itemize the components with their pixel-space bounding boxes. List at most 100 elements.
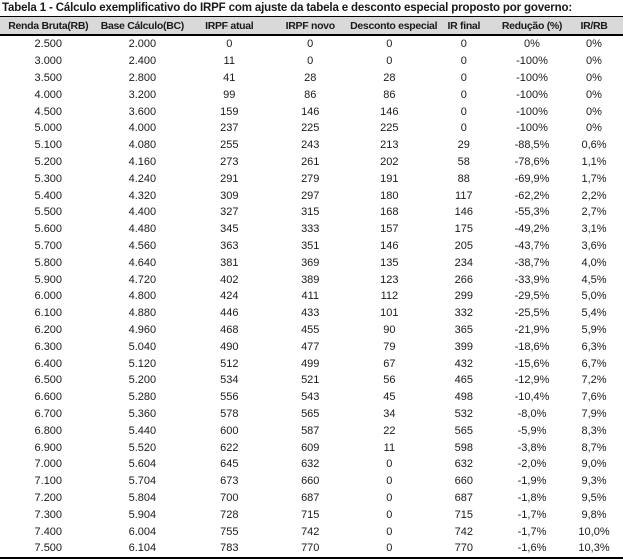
- table-cell: 556: [220, 391, 239, 404]
- table-cell: 86: [304, 88, 317, 101]
- table-cell: 9,3%: [581, 475, 607, 488]
- table-cell: 490: [220, 340, 239, 353]
- table-cell: -100%: [516, 105, 548, 118]
- table-cell: -100%: [516, 88, 548, 101]
- table-cell: 157: [380, 223, 399, 236]
- table-cell: 202: [380, 155, 399, 168]
- table-cell: 10,3%: [578, 542, 610, 555]
- table-row: 6.400 5.120 512 499 67 432 -15,6% 6,7%: [0, 355, 623, 372]
- column-header: IRPF novo: [270, 16, 351, 36]
- table-cell: 112: [380, 290, 399, 303]
- table-cell: 2,2%: [581, 189, 607, 202]
- table-cell: 0%: [586, 55, 602, 68]
- column-header: Renda Bruta(RB): [0, 16, 97, 36]
- table-cell: -1,7%: [517, 508, 547, 521]
- table-cell: 0%: [586, 105, 602, 118]
- table-cell: 7.100: [34, 475, 63, 488]
- table-cell: 88: [457, 172, 470, 185]
- table-cell: 742: [454, 525, 473, 538]
- table-cell: 499: [301, 357, 320, 370]
- table-cell: 465: [454, 374, 473, 387]
- table-cell: 399: [454, 340, 473, 353]
- table-row: 6.300 5.040 490 477 79 399 -18,6% 6,3%: [0, 338, 623, 355]
- table-row: 5.100 4.080 255 243 213 29 -88,5% 0,6%: [0, 137, 623, 154]
- table-cell: 5.800: [34, 256, 63, 269]
- table-row: 7.300 5.904 728 715 0 715 -1,7% 9,8%: [0, 506, 623, 523]
- table-cell: 41: [223, 71, 236, 84]
- table-cell: 660: [301, 475, 320, 488]
- table-cell: -29,5%: [514, 290, 550, 303]
- table-cell: 3,1%: [581, 223, 607, 236]
- table-cell: 7,2%: [581, 374, 607, 387]
- table-cell: 243: [301, 139, 320, 152]
- table-cell: 0: [460, 55, 467, 68]
- table-cell: -88,5%: [514, 139, 550, 152]
- table-cell: -8,0%: [517, 407, 547, 420]
- table-cell: 29: [457, 139, 470, 152]
- table-cell: 534: [220, 374, 239, 387]
- table-cell: 673: [220, 475, 239, 488]
- table-cell: 146: [380, 239, 399, 252]
- table-row: 7.500 6.104 783 770 0 770 -1,6% 10,3%: [0, 540, 623, 558]
- column-header: IR final: [428, 16, 499, 36]
- table-cell: 273: [220, 155, 239, 168]
- table-cell: 468: [220, 323, 239, 336]
- table-cell: 4.160: [128, 155, 157, 168]
- table-cell: 117: [455, 189, 473, 202]
- table-cell: 205: [454, 239, 473, 252]
- table-cell: 512: [220, 357, 239, 370]
- header-row: Renda Bruta(RB) Base Cálculo(BC) IRPF atua…: [0, 16, 623, 36]
- table-row: 6.000 4.800 424 411 112 299 -29,5% 5,0%: [0, 288, 623, 305]
- table-cell: 6.100: [34, 307, 63, 320]
- table-cell: 365: [454, 323, 473, 336]
- table-cell: -49,2%: [514, 223, 550, 236]
- table-row: 4.000 3.200 99 86 86 0 -100% 0%: [0, 86, 623, 103]
- table-cell: 660: [454, 475, 473, 488]
- table-cell: 86: [383, 88, 396, 101]
- table-cell: 5.280: [128, 391, 157, 404]
- table-cell: 333: [301, 223, 320, 236]
- table-cell: 8,7%: [581, 441, 607, 454]
- table-cell: 700: [220, 491, 239, 504]
- table-cell: 6.004: [128, 525, 157, 538]
- table-cell: 369: [301, 256, 320, 269]
- table-cell: 0: [386, 542, 393, 555]
- table-cell: 9,0%: [581, 458, 607, 471]
- table-cell: 6.500: [34, 374, 63, 387]
- table-cell: 34: [383, 407, 396, 420]
- table-cell: -62,2%: [514, 189, 550, 202]
- table-cell: 5.400: [34, 189, 63, 202]
- table-cell: -18,6%: [514, 340, 550, 353]
- table-cell: 6.000: [34, 290, 63, 303]
- table-cell: 0: [386, 475, 393, 488]
- table-cell: 255: [220, 139, 239, 152]
- table-cell: -33,9%: [514, 273, 550, 286]
- table-cell: 315: [301, 206, 320, 219]
- table-cell: -1,9%: [517, 475, 547, 488]
- table-cell: 0%: [586, 71, 602, 84]
- table-cell: 783: [220, 542, 239, 555]
- table-cell: 168: [380, 206, 399, 219]
- table-cell: 297: [301, 189, 320, 202]
- table-cell: 11: [223, 55, 235, 68]
- table-cell: 180: [380, 189, 399, 202]
- table-cell: 4.320: [128, 189, 157, 202]
- table-cell: 22: [383, 424, 396, 437]
- table-cell: 4.880: [128, 307, 157, 320]
- table-cell: 6.104: [128, 542, 157, 555]
- irpf-table: Renda Bruta(RB) Base Cálculo(BC) IRPF atua…: [0, 16, 623, 559]
- table-cell: 0: [460, 71, 467, 84]
- table-cell: 5.700: [34, 239, 63, 252]
- table-cell: 4.500: [34, 105, 63, 118]
- table-cell: 3.500: [34, 71, 63, 84]
- table-cell: 279: [301, 172, 320, 185]
- table-cell: 0: [386, 525, 393, 538]
- table-cell: 770: [301, 542, 320, 555]
- table-row: 7.400 6.004 755 742 0 742 -1,7% 10,0%: [0, 523, 623, 540]
- table-cell: 0%: [524, 38, 540, 51]
- table-cell: 5.040: [128, 340, 157, 353]
- table-cell: 543: [301, 391, 320, 404]
- table-cell: 234: [454, 256, 473, 269]
- table-row: 7.200 5.804 700 687 0 687 -1,8% 9,5%: [0, 490, 623, 507]
